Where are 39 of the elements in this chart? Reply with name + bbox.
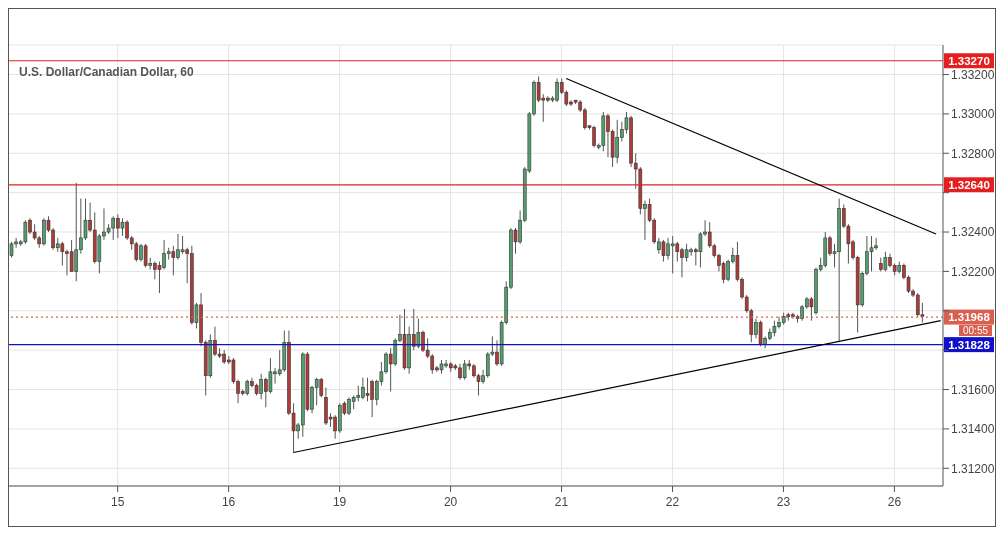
x-tick-label: 23 (776, 495, 791, 509)
y-tick-label: 1.33000 (951, 107, 995, 122)
x-tick-label: 26 (887, 495, 902, 509)
y-tick-label: 1.31400 (951, 422, 995, 437)
candlestick (69, 239, 74, 272)
ref-line-label: 1.31828 (948, 338, 991, 351)
y-tick-label: 1.32800 (951, 146, 995, 161)
candlestick (314, 377, 319, 406)
candlestick (462, 359, 467, 381)
candlestick (23, 219, 28, 245)
y-tick-label: 1.31600 (951, 382, 995, 397)
x-tick-label: 21 (554, 495, 569, 509)
candlestick (883, 251, 888, 272)
candlestick (675, 241, 680, 263)
ref-line-label: 1.31968 (948, 311, 991, 324)
candlestick (661, 239, 666, 263)
x-tick-label: 15 (110, 495, 125, 509)
candlestick (670, 235, 675, 274)
x-tick-label: 22 (665, 495, 680, 509)
x-tick-label: 20 (443, 495, 458, 509)
y-tick-label: 1.33200 (951, 67, 995, 82)
x-tick-label: 16 (221, 495, 236, 509)
candlestick (416, 318, 421, 349)
x-tick-label: 19 (332, 495, 347, 509)
candlestick (365, 377, 370, 402)
text: U.S. Dollar/Canadian Dollar, 60 (19, 65, 194, 79)
candlestick (758, 320, 763, 347)
text: 00:55 (959, 325, 993, 337)
candlestick (171, 245, 176, 276)
candlestick (268, 357, 273, 394)
candlestick (143, 243, 148, 268)
candlestick (869, 235, 874, 272)
ref-line-label: 1.33270 (948, 54, 990, 67)
y-tick-label: 1.32400 (951, 225, 995, 240)
candlestick (319, 377, 324, 398)
candlestick (134, 241, 139, 263)
y-tick-label: 1.31200 (951, 461, 995, 476)
ref-line-label: 1.32640 (948, 178, 990, 191)
y-tick-label: 1.32200 (951, 264, 995, 279)
